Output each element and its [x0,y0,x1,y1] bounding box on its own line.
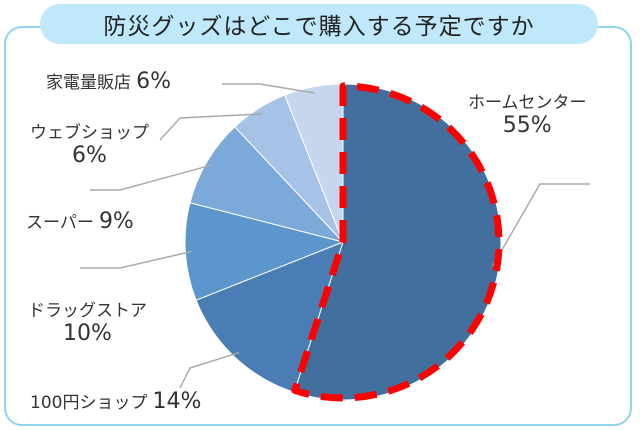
label-home-center-value: 55% [502,113,552,138]
leader-line-home-center [492,183,590,267]
label-supermarket: スーパー 9% [26,208,134,234]
label-drugstore-name: ドラッグストア [28,301,147,321]
label-electronics-store-value: 6% [136,69,171,94]
label-100yen-shop-name: 100円ショップ [30,393,148,413]
label-home-center-name: ホームセンター [468,93,587,113]
label-web-shop: ウェブショップ 6% [30,118,149,168]
label-100yen-shop: 100円ショップ 14% [30,388,201,414]
label-drugstore: ドラッグストア 10% [28,296,147,346]
pie-slice-supermarket [189,126,345,243]
leader-line-drugstore [80,250,192,269]
leader-line-supermarket [90,164,213,191]
label-100yen-shop-value: 14% [152,389,202,414]
pie-slice-drugstore [184,202,345,301]
label-home-center: ホームセンター 55% [468,88,587,138]
leader-line-electronics-store [222,83,315,94]
highlight-outline-home-center [291,82,503,402]
label-electronics-store: 家電量販店 6% [46,68,171,94]
label-electronics-store-name: 家電量販店 [46,73,131,93]
leader-line-100yen-shop [179,351,240,389]
label-supermarket-name: スーパー [26,213,94,233]
chart-title: 防災グッズはどこで購入する予定ですか [40,4,598,44]
label-drugstore-value: 10% [63,321,112,346]
label-web-shop-name: ウェブショップ [30,123,149,143]
leader-line-web-shop [159,113,262,141]
label-web-shop-value: 6% [72,143,107,168]
label-supermarket-value: 9% [98,209,134,234]
